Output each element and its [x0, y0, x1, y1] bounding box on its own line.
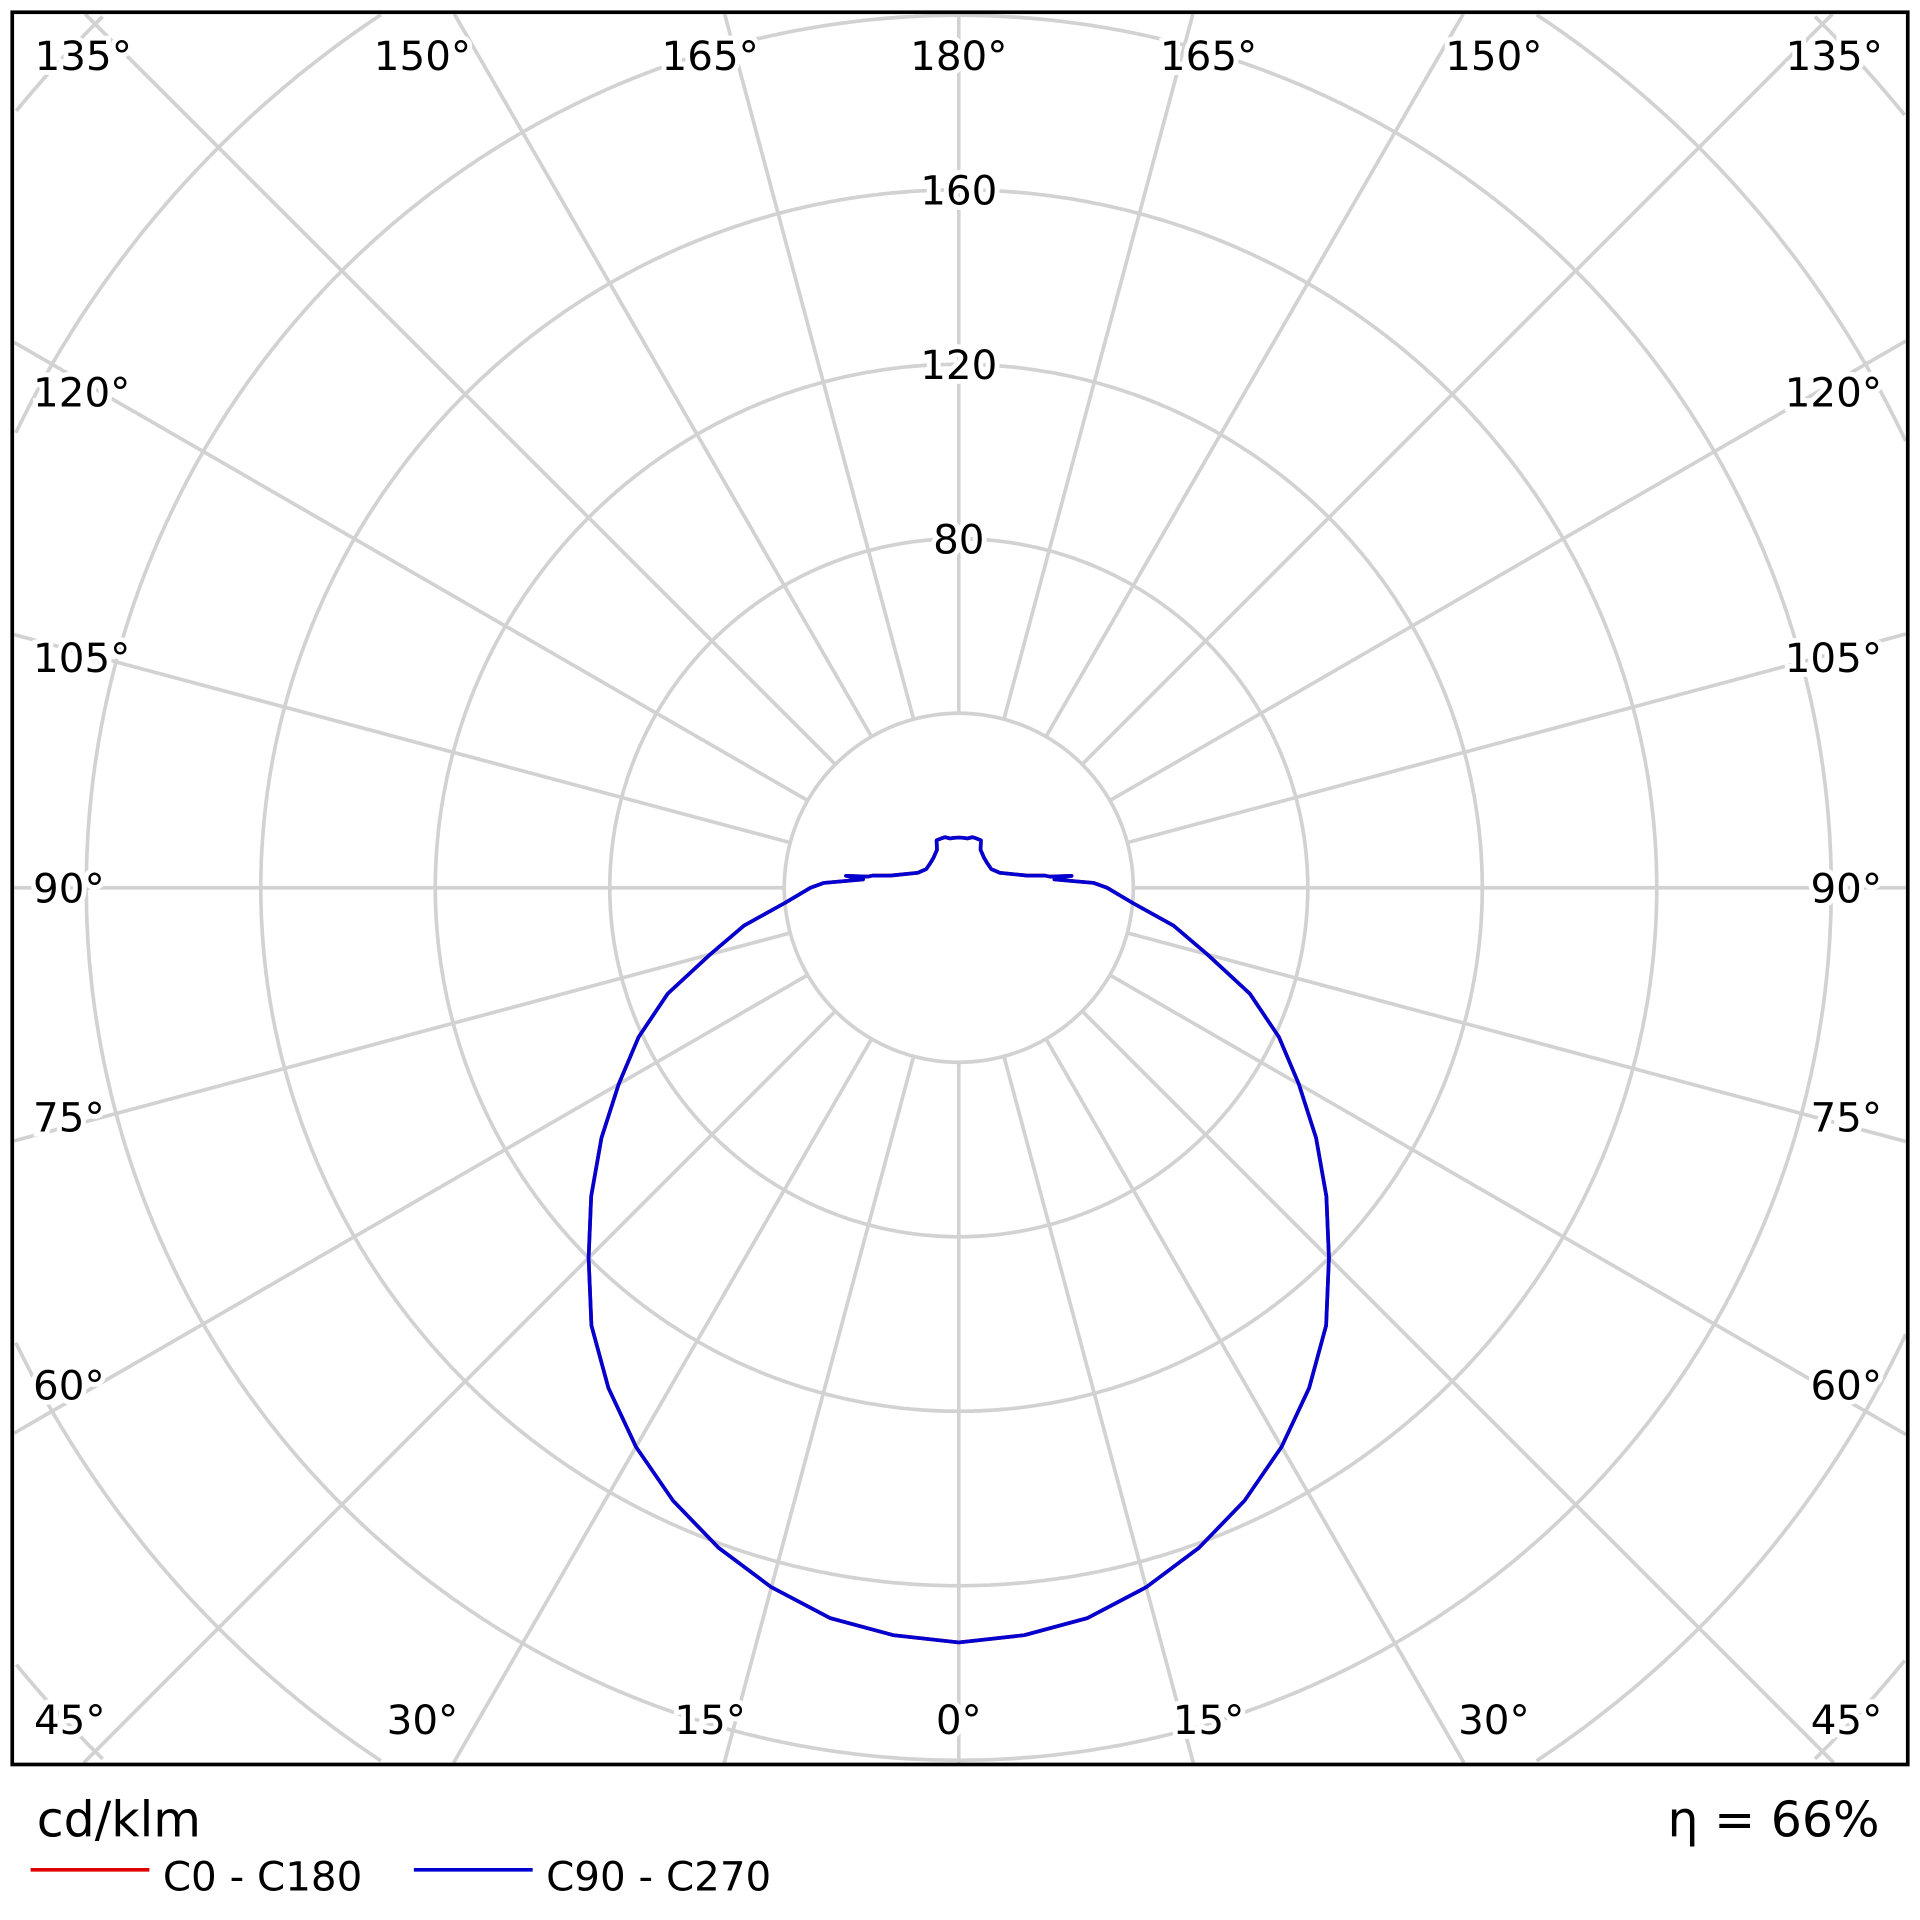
angle-label: 120° [33, 369, 130, 417]
grid-spoke [1080, 12, 1834, 766]
legend-label-c0-c180: C0 - C180 [163, 1853, 362, 1901]
grid-spoke [13, 931, 791, 1143]
grid-spoke [1108, 973, 1907, 1437]
grid-spoke [452, 1037, 874, 1764]
angle-label: 45° [1811, 1696, 1883, 1744]
grid-ring-280 [14, 15, 1907, 1761]
grid-spoke [1044, 13, 1465, 738]
grid-spoke [1080, 1009, 1835, 1764]
angle-label: 60° [33, 1362, 105, 1410]
angle-label: 150° [1445, 32, 1542, 80]
grid-spoke [13, 632, 791, 845]
angle-label: 75° [1810, 1093, 1882, 1141]
grid-spoke [452, 13, 874, 738]
grid-ring-240 [14, 13, 1908, 1763]
angle-label: 135° [1786, 32, 1883, 80]
grid-spoke [1044, 1037, 1466, 1764]
grid-spoke [13, 340, 809, 803]
grid-spoke [1108, 339, 1907, 803]
curves [586, 835, 1331, 1645]
grid-spoke [1126, 931, 1907, 1144]
angle-label: 105° [1785, 634, 1882, 682]
angle-label: 120° [1785, 369, 1882, 417]
grid-spoke [83, 12, 837, 766]
grid-spoke [722, 13, 916, 720]
polar-grid [13, 12, 1908, 1764]
grid-spoke [1002, 1055, 1195, 1764]
angle-label: 90° [1810, 864, 1882, 912]
angle-label: 105° [33, 634, 130, 682]
angle-label: 60° [1810, 1362, 1882, 1410]
angle-label: 150° [374, 32, 471, 80]
angle-label: 135° [35, 32, 132, 80]
angle-label: 30° [1458, 1696, 1530, 1744]
unit-label: cd/klm [37, 1792, 201, 1849]
legend-label-c90-c270: C90 - C270 [546, 1853, 771, 1901]
plot-frame [10, 10, 1910, 1767]
angle-label: 45° [34, 1696, 106, 1744]
angle-label: 75° [33, 1093, 105, 1141]
grid-spoke [1126, 632, 1907, 845]
angle-label: 180° [910, 32, 1007, 80]
angle-label: 165° [1160, 32, 1257, 80]
series-curve-c90-c270 [586, 835, 1331, 1645]
angle-label: 30° [387, 1696, 459, 1744]
efficiency-label: η = 66% [1668, 1792, 1880, 1849]
angle-label: 15° [674, 1696, 746, 1744]
grid-spoke [1002, 13, 1195, 720]
angle-label: 15° [1173, 1696, 1245, 1744]
radial-tick-label: 80 [933, 515, 984, 563]
angle-label: 165° [662, 32, 759, 80]
angle-label: 0° [936, 1696, 982, 1744]
grid-spoke [82, 1009, 837, 1764]
radial-tick-label: 160 [920, 166, 997, 214]
grid-spoke [722, 1055, 916, 1764]
angle-labels: 80 120 160 135° 150° 165° 180° 165° 150° 135° 45° 3… [28, 27, 1888, 1749]
angle-label: 90° [33, 864, 105, 912]
grid-spoke [13, 973, 809, 1435]
radial-tick-label: 120 [920, 341, 997, 389]
